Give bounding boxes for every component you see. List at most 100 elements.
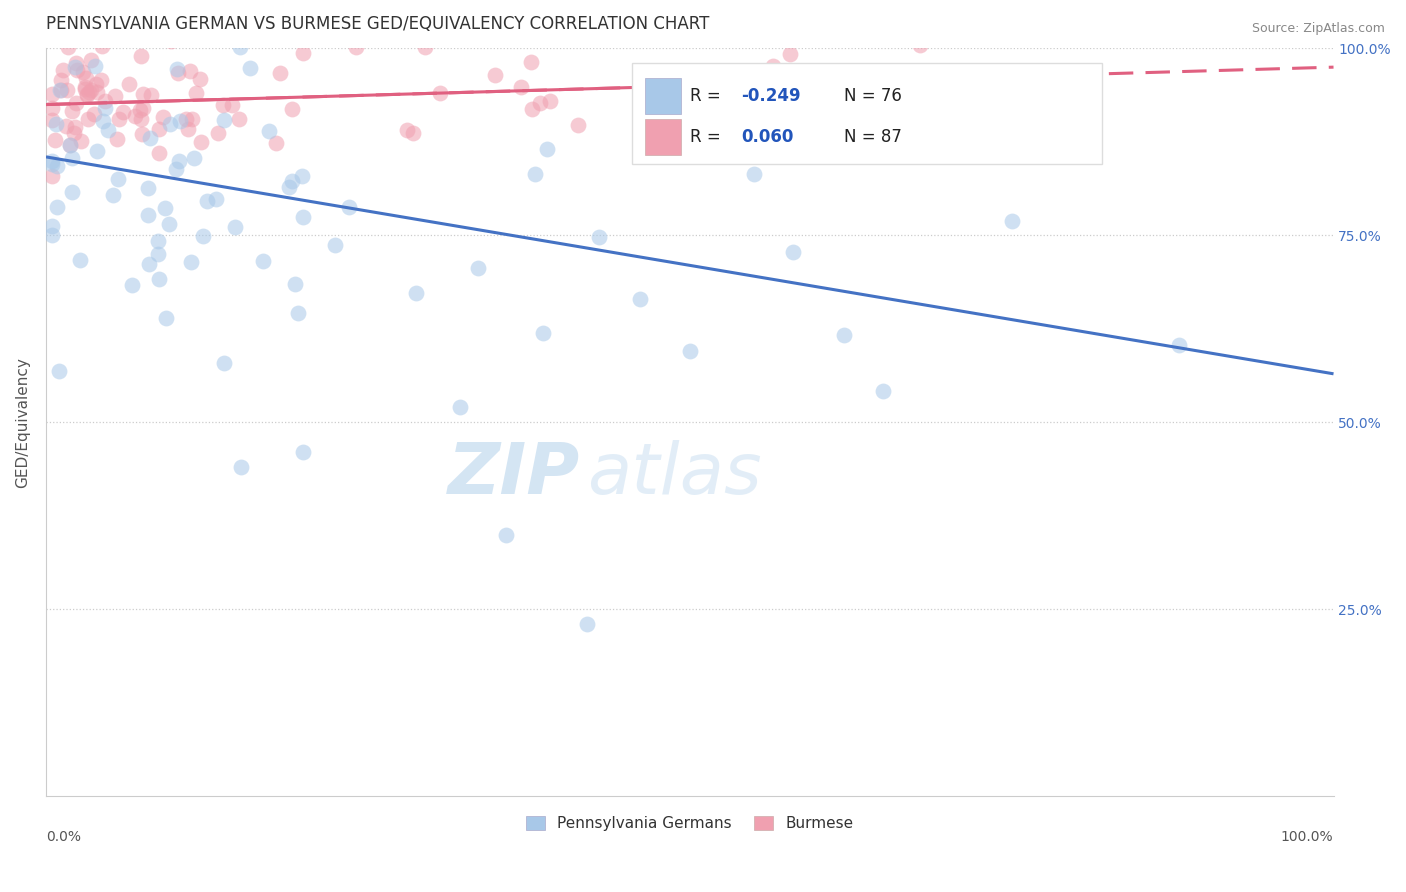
- Point: [108, 112, 131, 126]
- Point: [167, 153, 190, 168]
- Point: [60, 151, 83, 165]
- Point: [221, 98, 243, 112]
- Y-axis label: GED/Equivalency: GED/Equivalency: [15, 357, 30, 488]
- Point: [281, 174, 304, 188]
- Point: [66, 63, 89, 78]
- Point: [495, 527, 517, 541]
- Point: [155, 310, 177, 325]
- Point: [191, 229, 214, 244]
- Point: [224, 220, 246, 235]
- Point: [152, 110, 174, 124]
- Point: [80, 54, 103, 68]
- Point: [44, 132, 66, 146]
- Point: [269, 66, 291, 80]
- Point: [291, 46, 314, 61]
- Point: [58, 138, 80, 153]
- Point: [41, 156, 63, 170]
- Point: [575, 617, 598, 632]
- Point: [832, 327, 855, 342]
- Point: [159, 117, 181, 131]
- Point: [195, 194, 218, 208]
- Point: [60, 186, 83, 200]
- Point: [121, 278, 143, 293]
- Text: PENNSYLVANIA GERMAN VS BURMESE GED/EQUIVALENCY CORRELATION CHART: PENNSYLVANIA GERMAN VS BURMESE GED/EQUIV…: [46, 15, 710, 33]
- Text: 0.0%: 0.0%: [46, 830, 82, 844]
- Point: [139, 131, 162, 145]
- Point: [509, 79, 531, 94]
- Point: [519, 55, 541, 70]
- Point: [63, 60, 86, 74]
- Point: [148, 122, 170, 136]
- Point: [524, 167, 547, 181]
- Point: [107, 171, 129, 186]
- Text: Source: ZipAtlas.com: Source: ZipAtlas.com: [1251, 22, 1385, 36]
- Point: [212, 355, 235, 369]
- Point: [104, 89, 127, 103]
- Point: [51, 73, 73, 87]
- Point: [212, 97, 235, 112]
- Point: [762, 59, 785, 73]
- Text: ZIP: ZIP: [449, 441, 581, 509]
- Point: [41, 169, 63, 183]
- Text: 100.0%: 100.0%: [1281, 830, 1333, 844]
- Text: atlas: atlas: [586, 441, 762, 509]
- Point: [239, 61, 262, 75]
- Point: [69, 134, 91, 148]
- Point: [229, 460, 252, 475]
- Point: [73, 79, 96, 94]
- Point: [83, 106, 105, 120]
- Text: 0.060: 0.060: [741, 128, 793, 145]
- Point: [588, 229, 610, 244]
- Point: [132, 87, 155, 102]
- Point: [395, 123, 418, 137]
- Point: [166, 62, 188, 76]
- Point: [90, 38, 112, 53]
- Point: [284, 277, 307, 291]
- Point: [76, 87, 98, 102]
- Point: [112, 104, 135, 119]
- Point: [46, 200, 69, 214]
- Point: [628, 292, 651, 306]
- Point: [60, 103, 83, 118]
- Point: [169, 113, 191, 128]
- Point: [65, 95, 87, 110]
- Point: [1168, 338, 1191, 352]
- Point: [908, 38, 931, 53]
- Point: [291, 445, 314, 459]
- Point: [91, 113, 114, 128]
- Point: [214, 112, 236, 127]
- Point: [207, 126, 229, 140]
- Point: [41, 87, 63, 101]
- Point: [252, 253, 274, 268]
- Point: [177, 122, 200, 136]
- Point: [41, 101, 63, 115]
- Point: [522, 103, 544, 117]
- Point: [65, 120, 87, 134]
- Point: [405, 286, 427, 301]
- Point: [49, 83, 72, 97]
- Point: [429, 86, 451, 100]
- Point: [86, 85, 108, 99]
- FancyBboxPatch shape: [631, 63, 1102, 164]
- Point: [174, 112, 197, 126]
- Point: [90, 73, 112, 87]
- Point: [1001, 214, 1024, 228]
- Point: [484, 68, 506, 82]
- Point: [41, 112, 63, 127]
- Point: [129, 112, 152, 126]
- Bar: [645, 78, 681, 114]
- Text: R =: R =: [690, 128, 725, 145]
- Point: [86, 144, 108, 158]
- Point: [190, 72, 212, 87]
- Point: [280, 102, 302, 116]
- Point: [48, 364, 70, 378]
- Point: [84, 77, 107, 91]
- Point: [55, 119, 77, 133]
- Point: [449, 401, 471, 415]
- Point: [402, 126, 425, 140]
- Point: [63, 126, 86, 140]
- Point: [257, 124, 280, 138]
- Point: [46, 159, 69, 173]
- Point: [97, 123, 120, 137]
- Point: [84, 59, 107, 73]
